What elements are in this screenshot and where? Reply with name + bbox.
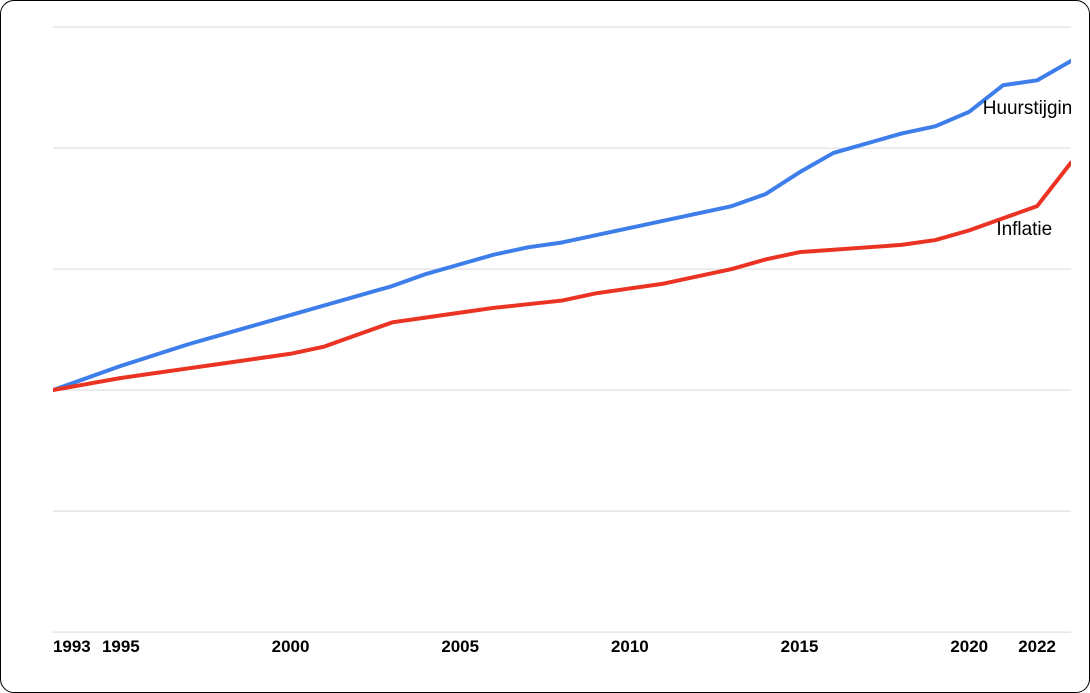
- series-group: [53, 61, 1071, 390]
- x-tick-label: 2000: [272, 637, 310, 656]
- legend: Huurstijging Inflatie: [983, 98, 1071, 240]
- plot-area: 050100150200250 199319952000200520102015…: [53, 15, 1071, 656]
- x-tick-label: 2010: [611, 637, 649, 656]
- chart-frame: 050100150200250 199319952000200520102015…: [0, 0, 1090, 693]
- chart-svg: 050100150200250 199319952000200520102015…: [53, 15, 1071, 656]
- series-inflatie: [53, 163, 1071, 390]
- grid-lines: [53, 27, 1071, 632]
- legend-label-inflatie: Inflatie: [996, 219, 1052, 240]
- legend-label-huurstijging: Huurstijging: [983, 98, 1071, 119]
- x-tick-label: 1993: [53, 637, 91, 656]
- x-tick-label: 1995: [102, 637, 140, 656]
- x-axis-ticks: 1993 1995 2000 2005 2010 2015 2020 2022: [53, 637, 1056, 656]
- x-tick-label: 2005: [441, 637, 479, 656]
- x-tick-label: 2022: [1018, 637, 1056, 656]
- series-huurstijging: [53, 61, 1071, 390]
- x-tick-label: 2020: [950, 637, 988, 656]
- x-tick-label: 2015: [781, 637, 819, 656]
